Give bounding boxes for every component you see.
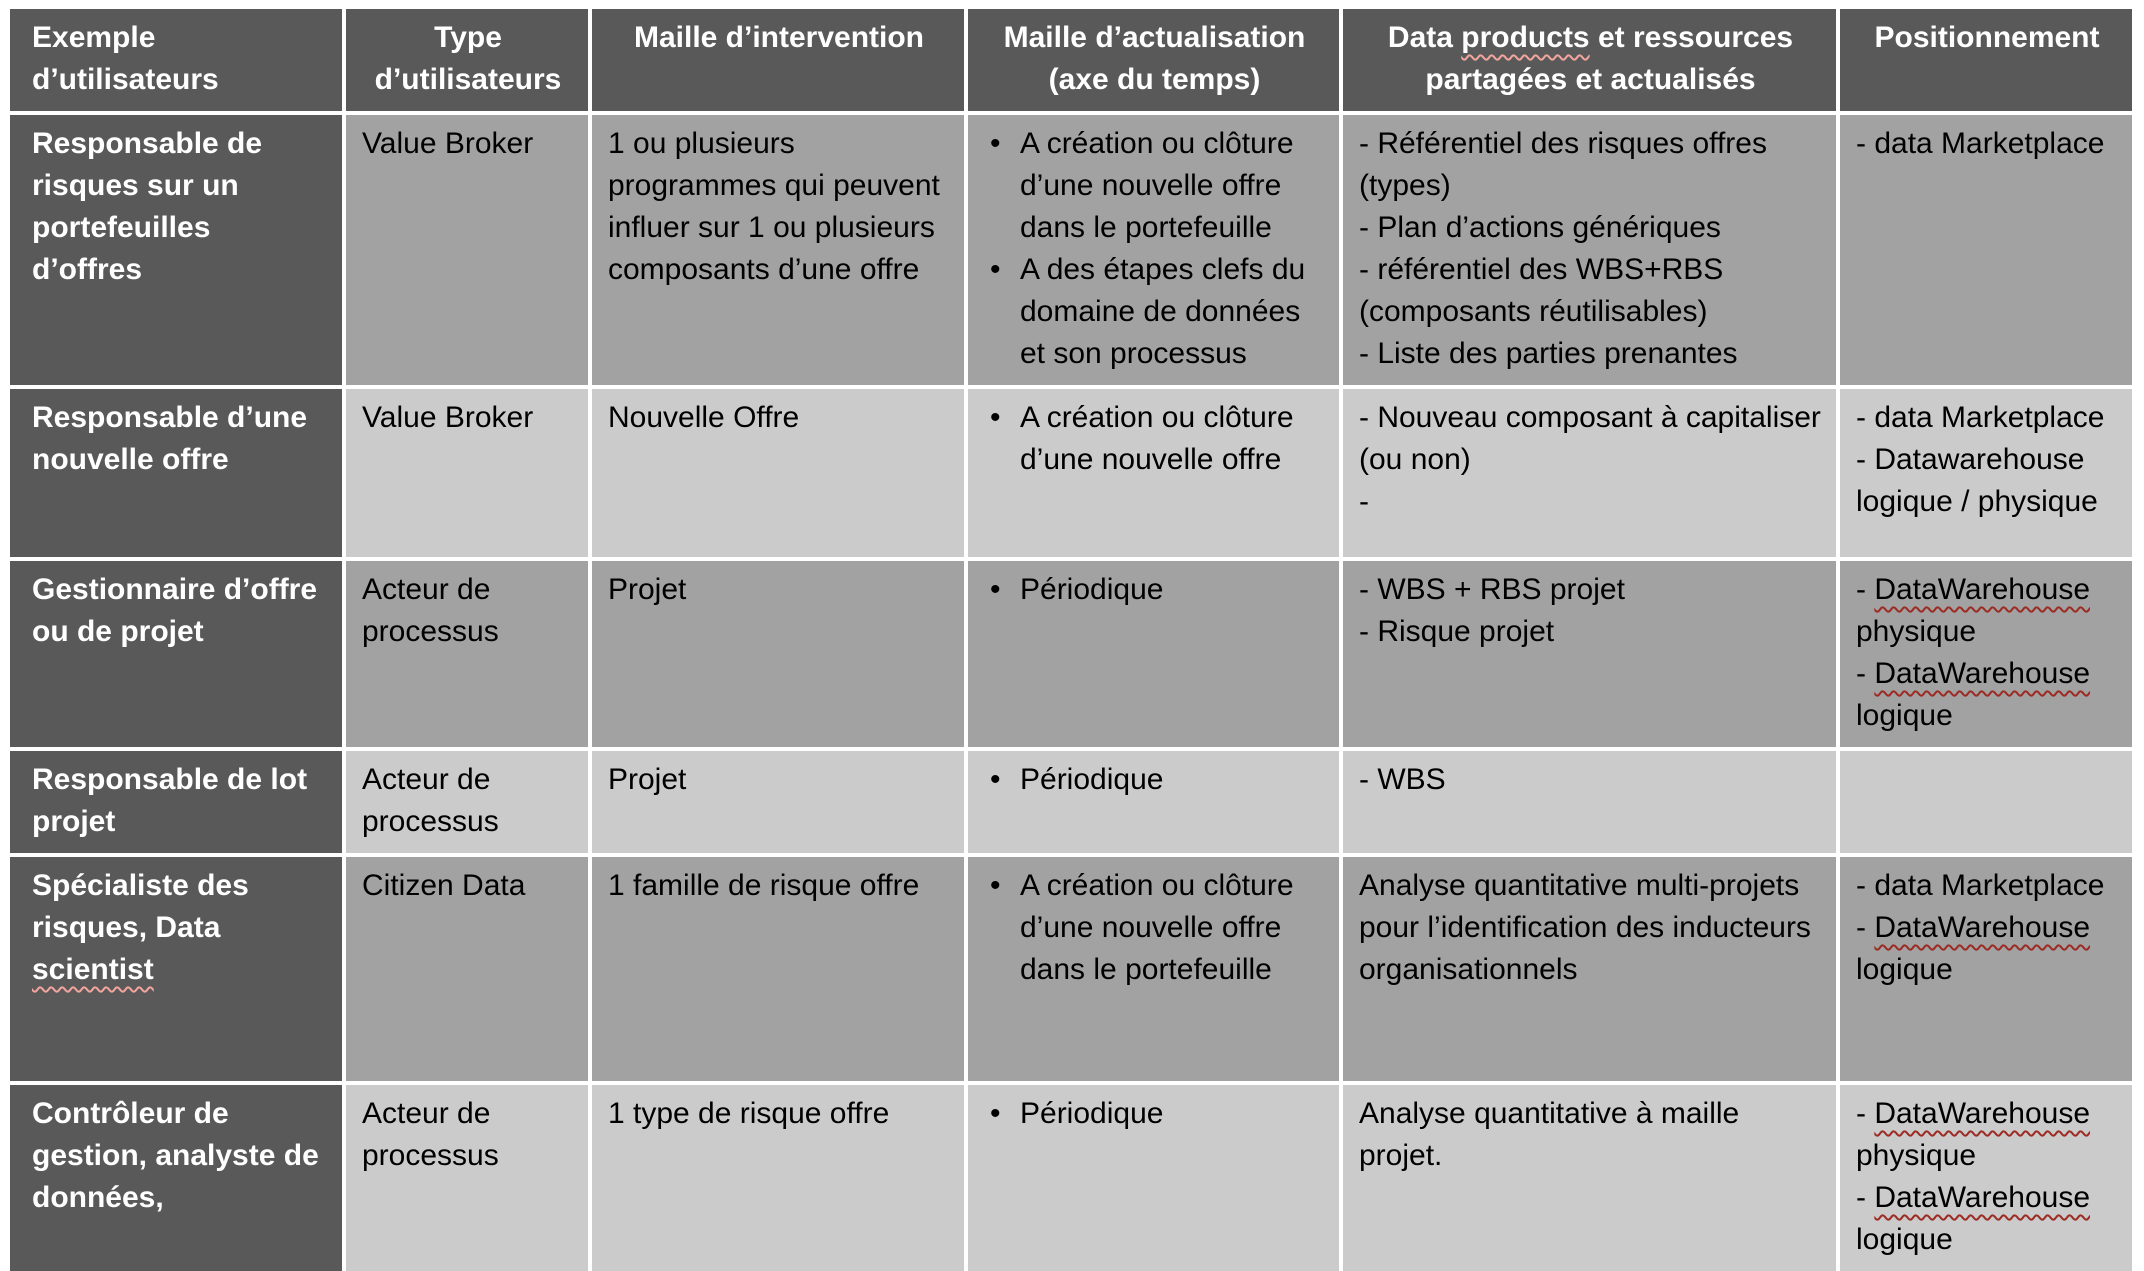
cell-actualisation: Périodique xyxy=(968,1085,1339,1271)
cell-actualisation: A création ou clôture d’une nouvelle off… xyxy=(968,857,1339,1081)
list-item: A création ou clôture d’une nouvelle off… xyxy=(984,865,1325,991)
cell-positionnement: - data Marketplace - DataWarehouse logiqu… xyxy=(1840,857,2132,1081)
cell-type: Value Broker xyxy=(346,389,588,557)
list-item: - Plan d’actions génériques xyxy=(1359,211,1721,244)
cell-type: Acteur de processus xyxy=(346,1085,588,1271)
list-item: A création ou clôture d’une nouvelle off… xyxy=(984,123,1325,249)
list-item: - DataWarehouse physique xyxy=(1856,573,2090,648)
list-item: - WBS xyxy=(1359,763,1446,796)
column-header-maille-actualisation: Maille d’actualisation (axe du temps) xyxy=(968,9,1339,111)
list-item: Analyse quantitative à maille projet. xyxy=(1359,1097,1740,1172)
list-item: Périodique xyxy=(984,569,1325,611)
cell-data-products: - Référentiel des risques offres (types)… xyxy=(1343,115,1836,385)
cell-intervention: 1 famille de risque offre xyxy=(592,857,964,1081)
list-item: - data Marketplace xyxy=(1856,401,2105,434)
list-item: - Référentiel des risques offres (types) xyxy=(1359,127,1767,202)
list-item: Périodique xyxy=(984,1093,1325,1135)
cell-data-products: Analyse quantitative à maille projet. xyxy=(1343,1085,1836,1271)
column-header-maille-intervention: Maille d’intervention xyxy=(592,9,964,111)
cell-actualisation: A création ou clôture d’une nouvelle off… xyxy=(968,389,1339,557)
list-item: - xyxy=(1359,485,1369,518)
cell-actualisation: Périodique xyxy=(968,561,1339,747)
list-item: - data Marketplace xyxy=(1856,869,2105,902)
cell-data-products: - Nouveau composant à capitaliser (ou no… xyxy=(1343,389,1836,557)
cell-type: Value Broker xyxy=(346,115,588,385)
cell-exemple: Gestionnaire d’offre ou de projet xyxy=(10,561,342,747)
cell-actualisation: A création ou clôture d’une nouvelle off… xyxy=(968,115,1339,385)
spellcheck-underline: DataWarehouse xyxy=(1874,1097,2090,1130)
cell-intervention: Nouvelle Offre xyxy=(592,389,964,557)
list-item: A des étapes clefs du domaine de données… xyxy=(984,249,1325,375)
user-roles-table: Exemple d’utilisateurs Type d’utilisateu… xyxy=(10,9,2132,1271)
list-item: - DataWarehouse logique xyxy=(1856,911,2090,986)
list-item: - référentiel des WBS+RBS (composants ré… xyxy=(1359,253,1724,328)
cell-data-products: - WBS xyxy=(1343,751,1836,853)
list-item: - Risque projet xyxy=(1359,615,1555,648)
spellcheck-underline: products xyxy=(1461,21,1590,54)
list-item: - DataWarehouse logique xyxy=(1856,1181,2090,1256)
cell-exemple: Responsable de risques sur un portefeuil… xyxy=(10,115,342,385)
column-header-exemple-utilisateurs: Exemple d’utilisateurs xyxy=(10,9,342,111)
cell-positionnement: - DataWarehouse physique - DataWarehouse … xyxy=(1840,561,2132,747)
list-item: - Nouveau composant à capitaliser (ou no… xyxy=(1359,401,1821,476)
cell-actualisation: Périodique xyxy=(968,751,1339,853)
cell-data-products: Analyse quantitative multi-projets pour … xyxy=(1343,857,1836,1081)
cell-positionnement: - DataWarehouse physique - DataWarehouse … xyxy=(1840,1085,2132,1271)
cell-positionnement: - data Marketplace - Datawarehouse logiqu… xyxy=(1840,389,2132,557)
cell-intervention: Projet xyxy=(592,561,964,747)
spellcheck-underline: DataWarehouse xyxy=(1874,573,2090,606)
cell-type: Acteur de processus xyxy=(346,751,588,853)
cell-type: Citizen Data xyxy=(346,857,588,1081)
list-item: - DataWarehouse logique xyxy=(1856,657,2090,732)
spellcheck-underline: DataWarehouse xyxy=(1874,911,2090,944)
cell-exemple: Contrôleur de gestion, analyste de donné… xyxy=(10,1085,342,1271)
cell-exemple: Responsable d’une nouvelle offre xyxy=(10,389,342,557)
page: { "colors": { "header_bg": "#595959", "f… xyxy=(0,9,2144,1271)
spellcheck-underline: scientist xyxy=(32,953,154,986)
list-item: Analyse quantitative multi-projets pour … xyxy=(1359,869,1811,986)
cell-data-products: - WBS + RBS projet - Risque projet xyxy=(1343,561,1836,747)
list-item: - WBS + RBS projet xyxy=(1359,573,1625,606)
cell-positionnement xyxy=(1840,751,2132,853)
list-item: - DataWarehouse physique xyxy=(1856,1097,2090,1172)
list-item: - Datawarehouse logique / physique xyxy=(1856,443,2098,518)
column-header-type-utilisateurs: Type d’utilisateurs xyxy=(346,9,588,111)
list-item: - Liste des parties prenantes xyxy=(1359,337,1738,370)
spellcheck-underline: DataWarehouse xyxy=(1874,657,2090,690)
cell-type: Acteur de processus xyxy=(346,561,588,747)
column-header-data-products: Data products et ressources partagées et… xyxy=(1343,9,1836,111)
column-header-positionnement: Positionnement xyxy=(1840,9,2132,111)
cell-intervention: Projet xyxy=(592,751,964,853)
cell-positionnement: - data Marketplace xyxy=(1840,115,2132,385)
cell-intervention: 1 type de risque offre xyxy=(592,1085,964,1271)
list-item: Périodique xyxy=(984,759,1325,801)
cell-exemple: Responsable de lot projet xyxy=(10,751,342,853)
cell-intervention: 1 ou plusieurs programmes qui peuvent in… xyxy=(592,115,964,385)
list-item: A création ou clôture d’une nouvelle off… xyxy=(984,397,1325,481)
list-item: - data Marketplace xyxy=(1856,127,2105,160)
cell-exemple: Spécialiste des risques, Data scientist xyxy=(10,857,342,1081)
